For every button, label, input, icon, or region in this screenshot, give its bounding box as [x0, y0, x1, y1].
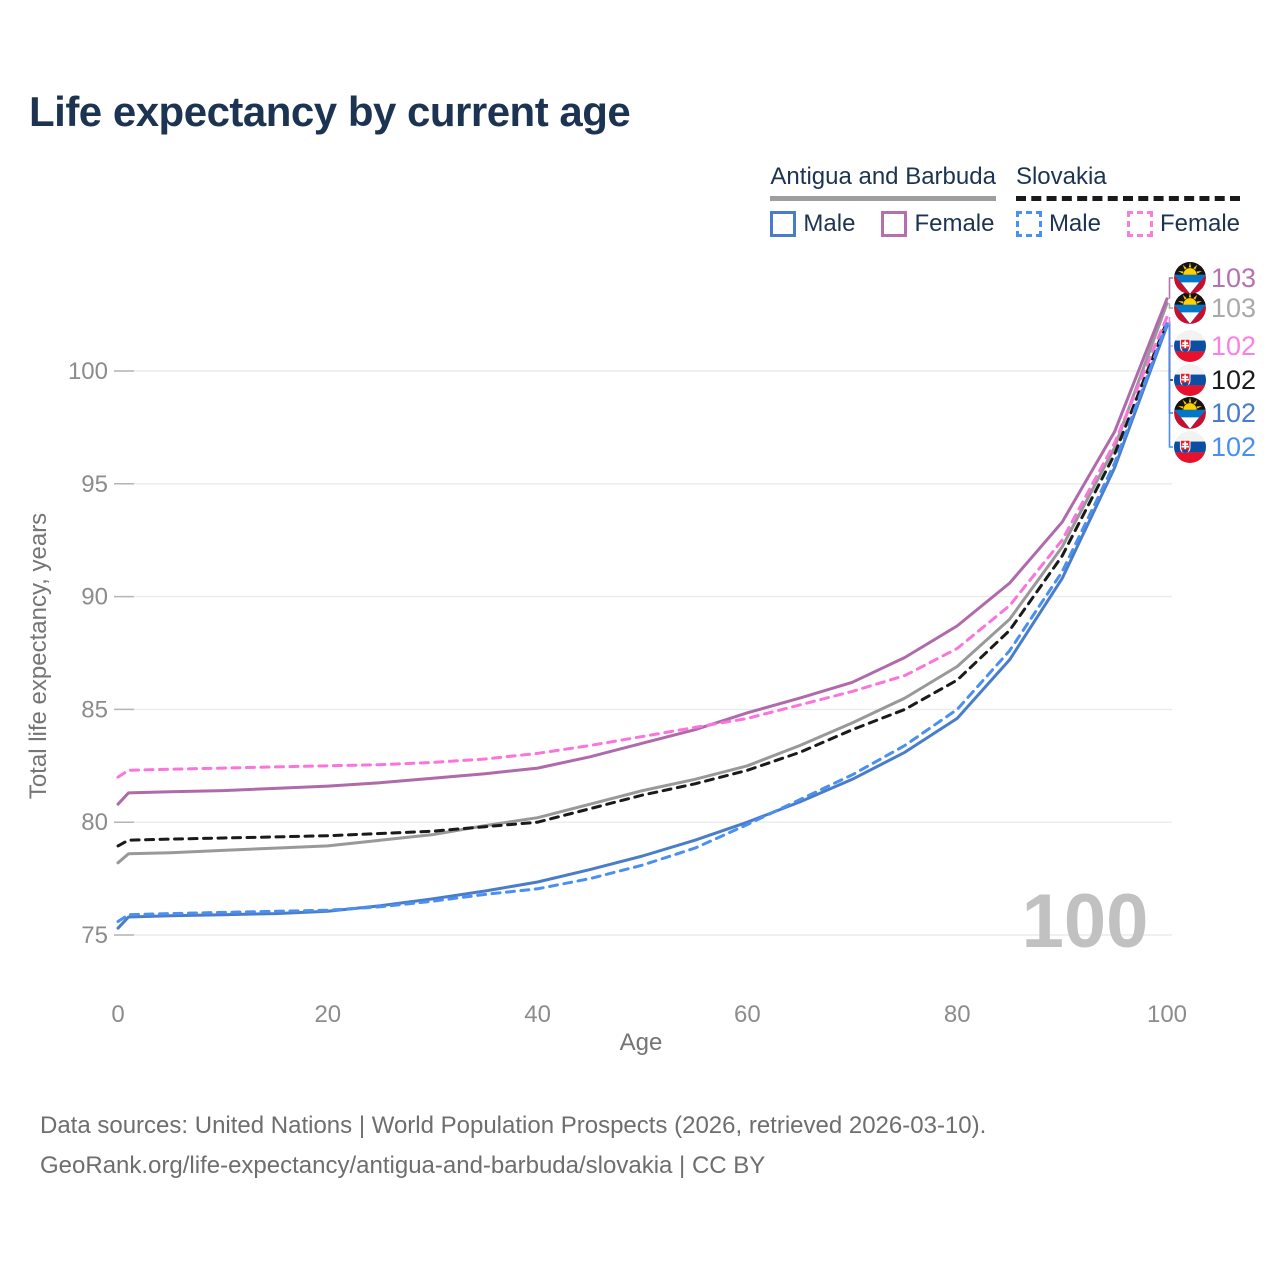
end-label-flags: [1174, 262, 1206, 463]
leader-line: [1168, 323, 1173, 448]
leader-line: [1168, 303, 1173, 309]
series-lines: [116, 297, 1169, 930]
legend-item-slovakia-male: Male: [1015, 210, 1101, 238]
x-tick-label: 0: [111, 1001, 124, 1028]
x-axis-label: Age: [620, 1029, 663, 1056]
legend-item-antigua-male: Male: [770, 210, 855, 238]
series-line-antigua-and-barbuda-both: [116, 301, 1169, 865]
legend-swatch-slovakia-male-icon: [1015, 211, 1042, 237]
y-tick-label: 100: [68, 358, 108, 385]
end-label-antigua-and-barbuda-male: 102: [1211, 398, 1256, 428]
legend-item-label: Male: [803, 210, 856, 237]
end-label-leaders: [1168, 277, 1173, 448]
legend-item-slovakia-female: Female: [1126, 210, 1240, 238]
y-axis-label: Total life expectancy, years: [25, 513, 52, 799]
page-title: Life expectancy by current age: [29, 88, 631, 135]
antigua-and-barbuda-flag-icon: [1174, 397, 1206, 429]
legend-swatch-antigua-male-icon: [770, 211, 797, 237]
y-tick-label: 85: [81, 696, 108, 723]
series-line-antigua-and-barbuda-female: [116, 297, 1169, 806]
slovakia-flag-icon: [1174, 330, 1206, 362]
y-tick-label: 80: [81, 809, 108, 836]
gridlines: [114, 370, 1172, 936]
legend-item-label: Male: [1048, 210, 1101, 237]
slovakia-flag-icon: [1174, 431, 1206, 463]
end-label-slovakia-male: 102: [1211, 432, 1256, 462]
x-tick-label: 20: [314, 1001, 341, 1028]
legend-group-title-antigua-and-barbuda: Antigua and Barbuda: [770, 163, 996, 190]
legend-item-antigua-female: Female: [881, 210, 994, 238]
footer-attribution: Data sources: United Nations | World Pop…: [40, 1106, 986, 1186]
legend-group-antigua-and-barbuda: Antigua and Barbuda Male Female: [770, 163, 996, 238]
series-line-slovakia-male: [116, 322, 1169, 923]
legend-group-slovakia: Slovakia Male Female: [1015, 163, 1240, 238]
end-label-antigua-and-barbuda-both: 103: [1211, 293, 1256, 323]
y-tick-label: 95: [81, 471, 108, 498]
leader-line: [1168, 277, 1173, 299]
slovakia-flag-icon: [1174, 364, 1206, 396]
series-line-antigua-and-barbuda-male: [116, 324, 1169, 930]
series-line-slovakia-both: [116, 319, 1169, 848]
legend-item-label: Female: [914, 210, 995, 237]
antigua-and-barbuda-flag-icon: [1174, 262, 1206, 294]
end-label-slovakia-female: 102: [1211, 331, 1256, 361]
legend-linestyle-solid: [770, 196, 996, 201]
antigua-and-barbuda-flag-icon: [1174, 292, 1206, 324]
data-sources-line: Data sources: United Nations | World Pop…: [40, 1112, 987, 1139]
series-line-slovakia-female: [116, 315, 1169, 779]
legend: Antigua and Barbuda Male Female Slovakia: [770, 163, 1240, 238]
y-tick-label: 75: [81, 922, 108, 949]
x-tick-label: 60: [734, 1001, 761, 1028]
watermark-age-counter: 100: [1022, 879, 1149, 964]
y-tick-label: 90: [81, 584, 108, 611]
source-url-line: GeoRank.org/life-expectancy/antigua-and-…: [40, 1152, 766, 1179]
end-label-slovakia-both: 102: [1211, 365, 1256, 395]
x-tick-label: 80: [944, 1001, 971, 1028]
legend-swatch-antigua-female-icon: [881, 211, 908, 237]
legend-item-label: Female: [1159, 210, 1240, 237]
legend-linestyle-dashed: [1015, 196, 1240, 201]
x-tick-label: 40: [524, 1001, 551, 1028]
end-label-antigua-and-barbuda-female: 103: [1211, 263, 1256, 293]
legend-group-title-slovakia: Slovakia: [1015, 163, 1107, 190]
legend-swatch-slovakia-female-icon: [1126, 211, 1153, 237]
x-tick-label: 100: [1147, 1001, 1187, 1028]
